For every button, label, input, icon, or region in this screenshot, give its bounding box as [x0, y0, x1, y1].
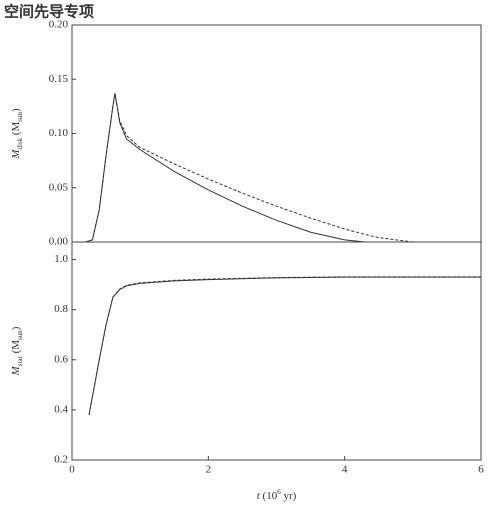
label-part: ): [10, 108, 22, 112]
line-series: [85, 93, 481, 243]
line-series: [88, 276, 481, 415]
x-tick-label: 6: [478, 464, 484, 476]
x-tick-label: 2: [206, 464, 212, 476]
label-part: (M: [10, 340, 22, 356]
y-tick-label: 0.10: [49, 127, 69, 139]
y-tick-label: 0.8: [54, 303, 68, 315]
x-axis-label: t (106 yr): [257, 488, 297, 502]
label-part: t: [257, 490, 261, 502]
label-part: M: [10, 365, 22, 376]
y-tick-label: 0.15: [49, 73, 69, 85]
y-tick-label: 0.6: [54, 353, 68, 365]
watermark: 空间先导专项: [4, 3, 94, 21]
y-axis-label: Mstar (Msun): [10, 326, 24, 376]
plot-frame: [71, 241, 482, 461]
x-tick-label: 0: [69, 464, 75, 476]
label-part: star: [16, 355, 24, 366]
label-part: disk: [16, 137, 24, 149]
y-tick-label: 0.05: [49, 181, 69, 193]
label-part: yr): [281, 490, 297, 502]
label-part: sun: [16, 111, 24, 121]
y-tick-label: 1.0: [54, 253, 68, 265]
label-part: ): [10, 326, 22, 330]
y-tick-label: 0.20: [49, 19, 69, 31]
y-tick-label: 0.4: [54, 403, 68, 415]
y-tick-label: 0.00: [49, 236, 69, 248]
line-series: [88, 276, 481, 415]
label-part: (M: [10, 121, 22, 137]
y-axis-label: Mdisk (Msun): [10, 108, 24, 160]
label-part: sun: [16, 330, 24, 340]
plot-frame: [71, 24, 482, 243]
line-series: [85, 93, 481, 243]
label-part: 6: [277, 488, 281, 496]
label-part: (10: [260, 490, 278, 502]
x-tick-label: 4: [342, 464, 348, 476]
label-part: M: [10, 149, 22, 160]
y-tick-label: 0.2: [54, 454, 68, 466]
